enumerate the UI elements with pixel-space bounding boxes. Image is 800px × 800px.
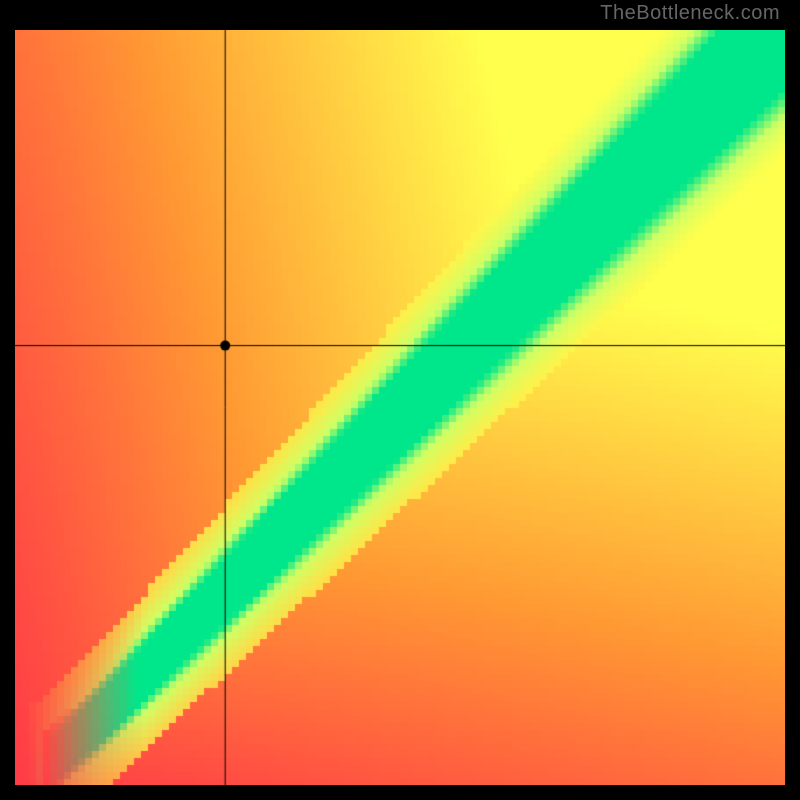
chart-container: TheBottleneck.com xyxy=(0,0,800,800)
plot-area xyxy=(15,30,785,785)
heatmap-canvas xyxy=(15,30,785,785)
watermark-text: TheBottleneck.com xyxy=(600,2,780,25)
